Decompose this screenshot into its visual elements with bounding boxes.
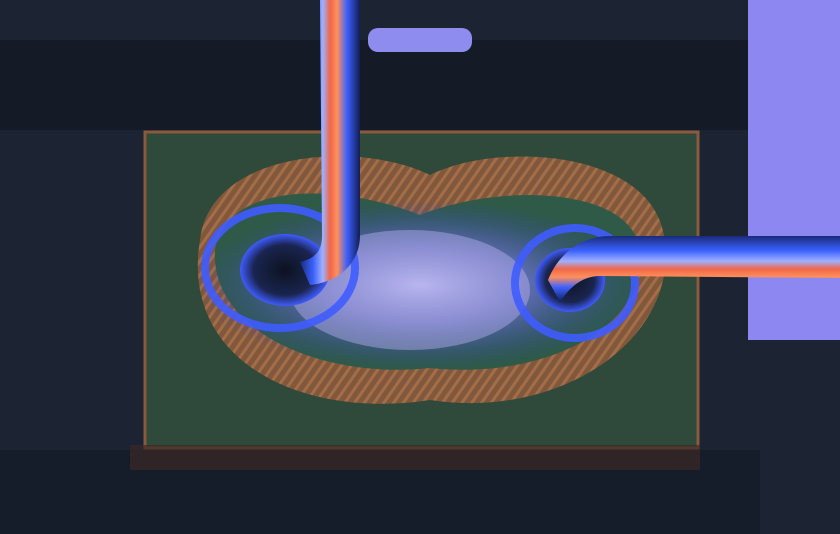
left-ball-ring [201,204,359,332]
dark-trace-band [0,40,760,130]
pad-shadow-edge [130,445,700,470]
vertical-bond-wire [300,0,360,285]
light-contact-pad [748,0,840,340]
right-ball-ring [511,224,639,342]
light-trace-segment [368,28,472,52]
left-ball-bond [240,234,330,306]
horizontal-bond-wire [548,236,840,302]
